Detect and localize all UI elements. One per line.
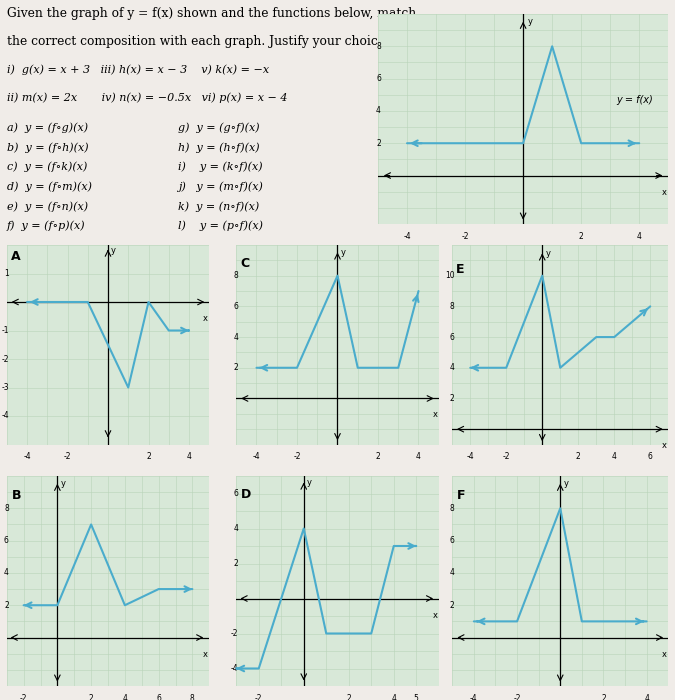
Text: e)  y = (f∘n)(x): e) y = (f∘n)(x): [7, 201, 88, 211]
Text: 6: 6: [4, 536, 9, 545]
Text: 4: 4: [644, 694, 649, 700]
Text: C: C: [240, 258, 250, 270]
Text: -4: -4: [470, 694, 478, 700]
Text: 2: 2: [576, 452, 580, 461]
Text: 2: 2: [601, 694, 606, 700]
Text: i)    y = (k∘f)(x): i) y = (k∘f)(x): [178, 162, 263, 172]
Text: 2: 2: [4, 601, 9, 610]
Text: 2: 2: [450, 394, 454, 403]
Text: l)    y = (p∘f)(x): l) y = (p∘f)(x): [178, 220, 263, 231]
Text: x: x: [662, 188, 667, 197]
Text: 2: 2: [578, 232, 584, 241]
Text: 6: 6: [234, 489, 238, 498]
Text: 8: 8: [376, 42, 381, 51]
Text: 4: 4: [376, 106, 381, 116]
Text: y: y: [61, 480, 65, 488]
Text: x: x: [433, 410, 437, 419]
Text: -2: -2: [1, 354, 9, 363]
Text: 5: 5: [414, 694, 418, 700]
Text: 2: 2: [234, 559, 238, 568]
Text: 6: 6: [450, 536, 454, 545]
Text: 6: 6: [648, 452, 653, 461]
Text: j)   y = (m∘f)(x): j) y = (m∘f)(x): [178, 181, 263, 192]
Text: 8: 8: [450, 302, 454, 311]
Text: -2: -2: [502, 452, 510, 461]
Text: 4: 4: [450, 568, 454, 578]
Text: y: y: [545, 248, 551, 258]
Text: x: x: [202, 650, 208, 659]
Text: 4: 4: [392, 694, 396, 700]
Text: x: x: [662, 650, 667, 659]
Text: -2: -2: [20, 694, 28, 700]
Text: h)  y = (h∘f)(x): h) y = (h∘f)(x): [178, 142, 260, 153]
Text: 10: 10: [445, 271, 454, 280]
Text: B: B: [11, 489, 22, 502]
Text: -2: -2: [255, 694, 263, 700]
Text: y: y: [564, 480, 568, 488]
Text: 8: 8: [4, 504, 9, 513]
Text: y: y: [111, 246, 116, 255]
Text: 4: 4: [234, 332, 238, 342]
Text: 4: 4: [612, 452, 617, 461]
Text: 4: 4: [234, 524, 238, 533]
Text: E: E: [456, 263, 464, 276]
Text: -2: -2: [231, 629, 238, 638]
Text: 2: 2: [450, 601, 454, 610]
Text: F: F: [456, 489, 465, 502]
Text: f)  y = (f∘p)(x): f) y = (f∘p)(x): [7, 220, 85, 231]
Text: k)  y = (n∘f)(x): k) y = (n∘f)(x): [178, 201, 259, 211]
Text: 8: 8: [450, 504, 454, 513]
Text: 2: 2: [375, 452, 381, 461]
Text: -4: -4: [1, 412, 9, 421]
Text: -4: -4: [403, 232, 411, 241]
Text: 6: 6: [234, 302, 238, 311]
Text: -4: -4: [252, 452, 261, 461]
Text: g)  y = (g∘f)(x): g) y = (g∘f)(x): [178, 122, 260, 133]
Text: -4: -4: [231, 664, 238, 673]
Text: D: D: [241, 489, 251, 501]
Text: 4: 4: [450, 363, 454, 372]
Text: a)  y = (f∘g)(x): a) y = (f∘g)(x): [7, 122, 88, 133]
Text: i)  g(x) = x + 3   iii) h(x) = x − 3    v) k(x) = −x: i) g(x) = x + 3 iii) h(x) = x − 3 v) k(x…: [7, 65, 269, 76]
Text: 8: 8: [190, 694, 195, 700]
Text: 1: 1: [4, 269, 9, 278]
Text: 2: 2: [346, 694, 351, 700]
Text: b)  y = (f∘h)(x): b) y = (f∘h)(x): [7, 142, 88, 153]
Text: -3: -3: [1, 383, 9, 392]
Text: -2: -2: [513, 694, 521, 700]
Text: 6: 6: [376, 74, 381, 83]
Text: x: x: [203, 314, 208, 323]
Text: 6: 6: [450, 332, 454, 342]
Text: 2: 2: [146, 452, 151, 461]
Text: -1: -1: [1, 326, 9, 335]
Text: A: A: [11, 250, 20, 262]
Text: 4: 4: [186, 452, 192, 461]
Text: c)  y = (f∘k)(x): c) y = (f∘k)(x): [7, 162, 87, 172]
Text: y: y: [306, 479, 312, 487]
Text: 4: 4: [122, 694, 128, 700]
Text: 6: 6: [156, 694, 161, 700]
Text: 4: 4: [416, 452, 421, 461]
Text: the correct composition with each graph. Justify your choices.: the correct composition with each graph.…: [7, 35, 395, 48]
Text: y = f(x): y = f(x): [616, 94, 653, 105]
Text: 8: 8: [234, 271, 238, 280]
Text: x: x: [433, 611, 437, 620]
Text: 2: 2: [88, 694, 94, 700]
Text: -2: -2: [63, 452, 72, 461]
Text: 4: 4: [637, 232, 642, 241]
Text: y: y: [340, 248, 346, 257]
Text: x: x: [662, 441, 667, 450]
Text: 2: 2: [376, 139, 381, 148]
Text: -4: -4: [23, 452, 31, 461]
Text: ii) m(x) = 2x       iv) n(x) = −0.5x   vi) p(x) = x − 4: ii) m(x) = 2x iv) n(x) = −0.5x vi) p(x) …: [7, 92, 288, 103]
Text: -2: -2: [461, 232, 469, 241]
Text: y: y: [527, 18, 533, 26]
Text: 4: 4: [4, 568, 9, 578]
Text: Given the graph of y = f(x) shown and the functions below, match: Given the graph of y = f(x) shown and th…: [7, 7, 416, 20]
Text: -4: -4: [466, 452, 474, 461]
Text: 2: 2: [234, 363, 238, 372]
Text: d)  y = (f∘m)(x): d) y = (f∘m)(x): [7, 181, 92, 192]
Text: -2: -2: [293, 452, 301, 461]
